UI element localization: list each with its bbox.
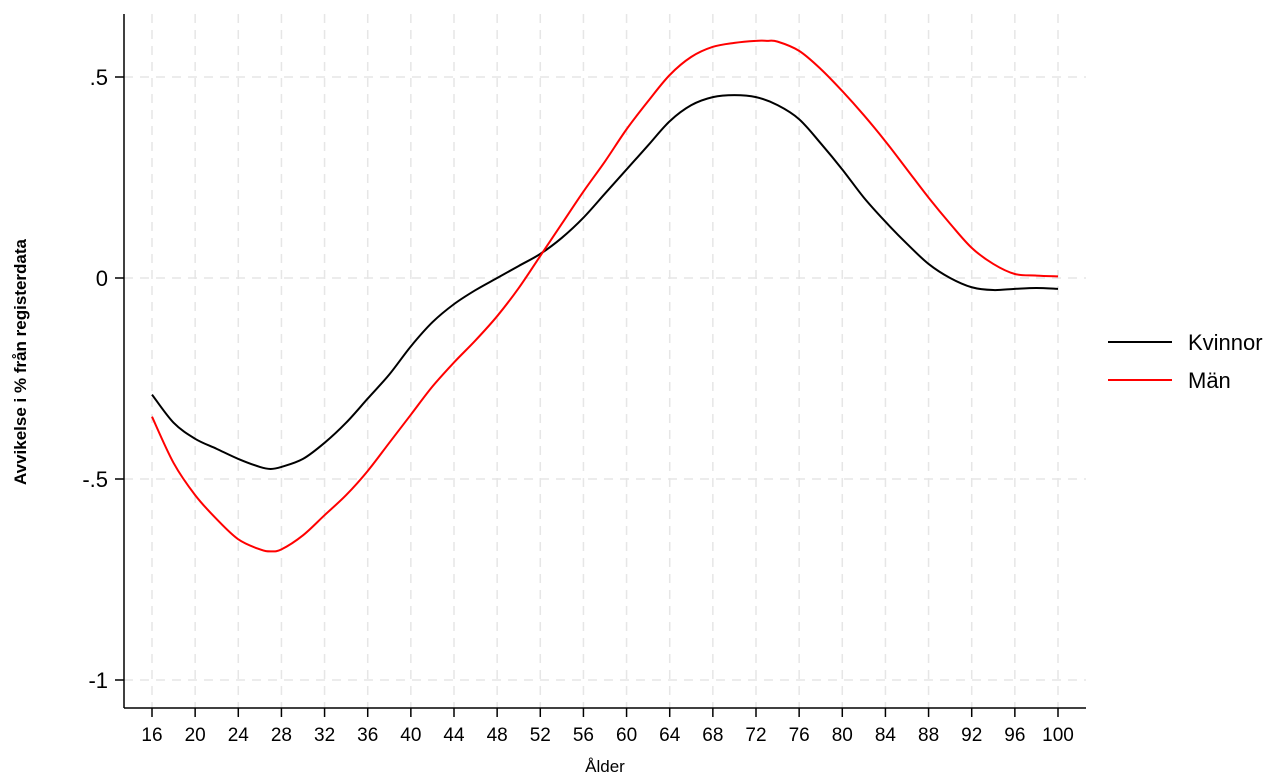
- x-axis-title: Ålder: [585, 757, 625, 776]
- y-tick-label: .5: [90, 65, 108, 90]
- x-tick-label: 96: [1004, 725, 1025, 746]
- x-tick-label: 24: [228, 725, 250, 746]
- legend-label-man: Män: [1188, 368, 1231, 393]
- y-tick-label: -1: [88, 668, 108, 693]
- y-axis-title: Avvikelse i % från registerdata: [11, 238, 30, 485]
- y-tick-label: -.5: [82, 467, 108, 492]
- x-tick-label: 60: [616, 725, 637, 746]
- x-tick-label: 76: [789, 725, 810, 746]
- x-tick-label: 20: [185, 725, 206, 746]
- x-tick-label: 36: [357, 725, 378, 746]
- x-tick-label: 56: [573, 725, 594, 746]
- grid: [124, 14, 1086, 708]
- x-tick-label: 44: [443, 725, 465, 746]
- x-tick-label: 92: [961, 725, 982, 746]
- y-ticks: -1 -.5 0 .5: [82, 65, 124, 693]
- x-tick-label: 40: [400, 725, 421, 746]
- x-tick-label: 100: [1042, 725, 1074, 746]
- x-tick-label: 72: [745, 725, 766, 746]
- x-tick-label: 48: [487, 725, 508, 746]
- series-lines: [151, 39, 1059, 553]
- x-tick-label: 52: [530, 725, 551, 746]
- x-tick-label: 88: [918, 725, 939, 746]
- x-tick-label: 16: [141, 725, 162, 746]
- series-line-kvinnor: [151, 94, 1059, 470]
- x-tick-label: 32: [314, 725, 335, 746]
- legend: Kvinnor Män: [1108, 330, 1263, 393]
- y-tick-label: 0: [96, 266, 108, 291]
- legend-label-kvinnor: Kvinnor: [1188, 330, 1263, 355]
- axes: [123, 14, 1086, 709]
- series-line-man: [151, 39, 1059, 553]
- x-tick-label: 80: [832, 725, 853, 746]
- x-tick-label: 68: [702, 725, 723, 746]
- x-ticks: 16 20 24 28 32 36 40 44 48 52 56 60 64 68 72 76 80 84 88 92…: [141, 708, 1074, 746]
- x-tick-label: 64: [659, 725, 681, 746]
- x-tick-label: 28: [271, 725, 292, 746]
- x-tick-label: 84: [875, 725, 897, 746]
